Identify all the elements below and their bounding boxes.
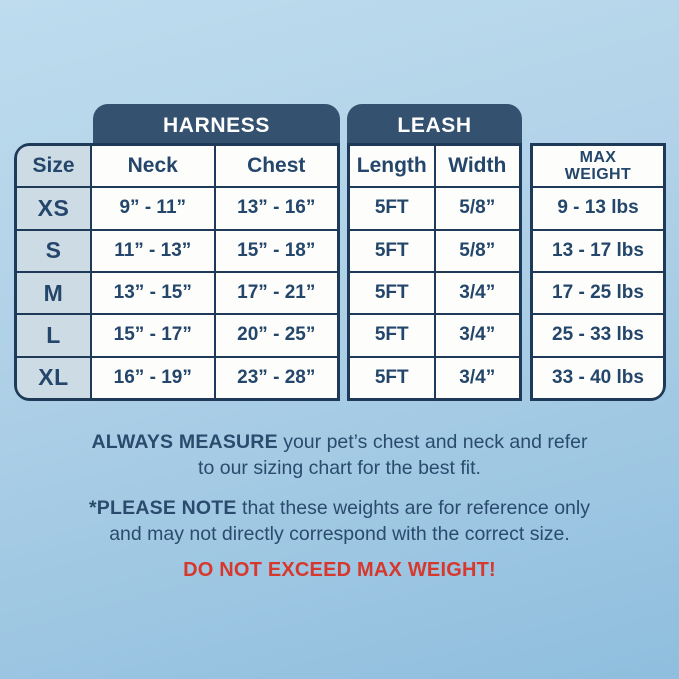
max-weight-warning: DO NOT EXCEED MAX WEIGHT! bbox=[183, 559, 496, 581]
row-xs-width: 5/8” bbox=[435, 188, 519, 229]
row-xs-neck: 9” - 11” bbox=[92, 188, 214, 229]
row-xs-size: XS bbox=[17, 188, 90, 229]
please-note-rest: that these weights are for reference onl… bbox=[236, 497, 590, 519]
please-note-line2: and may not directly correspond with the… bbox=[109, 522, 570, 545]
please-note: *PLEASE NOTE that these weights are for … bbox=[0, 496, 679, 547]
please-note-lead: *PLEASE NOTE bbox=[89, 497, 237, 519]
row-m-neck: 13” - 15” bbox=[92, 272, 214, 314]
measure-note-line2: to our sizing chart for the best fit. bbox=[198, 456, 481, 479]
measure-note-rest: your pet’s chest and neck and refer bbox=[277, 431, 588, 453]
header-length: Length bbox=[350, 146, 434, 187]
row-l-width: 3/4” bbox=[435, 315, 519, 356]
please-note-line1: *PLEASE NOTE that these weights are for … bbox=[0, 496, 679, 522]
leash-table: Length Width 5FT 5/8” 5FT 5/8” 5FT 3/4” … bbox=[347, 143, 522, 401]
row-s-size: S bbox=[17, 230, 90, 271]
measure-note-lead: ALWAYS MEASURE bbox=[91, 431, 278, 453]
row-xl-neck: 16” - 19” bbox=[92, 357, 214, 398]
row-s-neck: 11” - 13” bbox=[92, 230, 214, 271]
row-xl-chest: 23” - 28” bbox=[215, 357, 337, 398]
row-s-width: 5/8” bbox=[435, 230, 519, 271]
row-xl-length: 5FT bbox=[350, 357, 434, 398]
leash-group-header: LEASH bbox=[347, 104, 522, 148]
header-size: Size bbox=[17, 146, 90, 187]
header-chest: Chest bbox=[215, 146, 337, 187]
row-xs-chest: 13” - 16” bbox=[215, 188, 337, 229]
row-s-length: 5FT bbox=[350, 230, 434, 271]
row-l-length: 5FT bbox=[350, 315, 434, 356]
row-s-chest: 15” - 18” bbox=[215, 230, 337, 271]
row-l-chest: 20” - 25” bbox=[215, 315, 337, 356]
header-max-weight: MAX WEIGHT bbox=[533, 146, 663, 187]
row-l-neck: 15” - 17” bbox=[92, 315, 214, 356]
row-m-width: 3/4” bbox=[435, 272, 519, 314]
max-weight-line1: MAX bbox=[579, 148, 617, 166]
row-m-length: 5FT bbox=[350, 272, 434, 314]
measure-note-line1: ALWAYS MEASURE your pet’s chest and neck… bbox=[0, 430, 679, 456]
row-s-max-weight: 13 - 17 lbs bbox=[533, 230, 663, 271]
row-xl-max-weight: 33 - 40 lbs bbox=[533, 357, 663, 398]
max-weight-table: MAX WEIGHT 9 - 13 lbs 13 - 17 lbs 17 - 2… bbox=[530, 143, 666, 401]
row-xl-size: XL bbox=[17, 357, 90, 398]
header-width: Width bbox=[435, 146, 519, 187]
harness-size-table: Size Neck Chest XS 9” - 11” 13” - 16” S … bbox=[14, 143, 340, 401]
row-xs-length: 5FT bbox=[350, 188, 434, 229]
row-xs-max-weight: 9 - 13 lbs bbox=[533, 188, 663, 229]
measure-note: ALWAYS MEASURE your pet’s chest and neck… bbox=[0, 430, 679, 481]
row-xl-width: 3/4” bbox=[435, 357, 519, 398]
row-m-chest: 17” - 21” bbox=[215, 272, 337, 314]
row-m-size: M bbox=[17, 272, 90, 314]
header-neck: Neck bbox=[92, 146, 214, 187]
row-m-max-weight: 17 - 25 lbs bbox=[533, 272, 663, 314]
row-l-size: L bbox=[17, 315, 90, 356]
harness-group-header: HARNESS bbox=[93, 104, 340, 148]
max-weight-line2: WEIGHT bbox=[564, 166, 632, 184]
row-l-max-weight: 25 - 33 lbs bbox=[533, 315, 663, 356]
